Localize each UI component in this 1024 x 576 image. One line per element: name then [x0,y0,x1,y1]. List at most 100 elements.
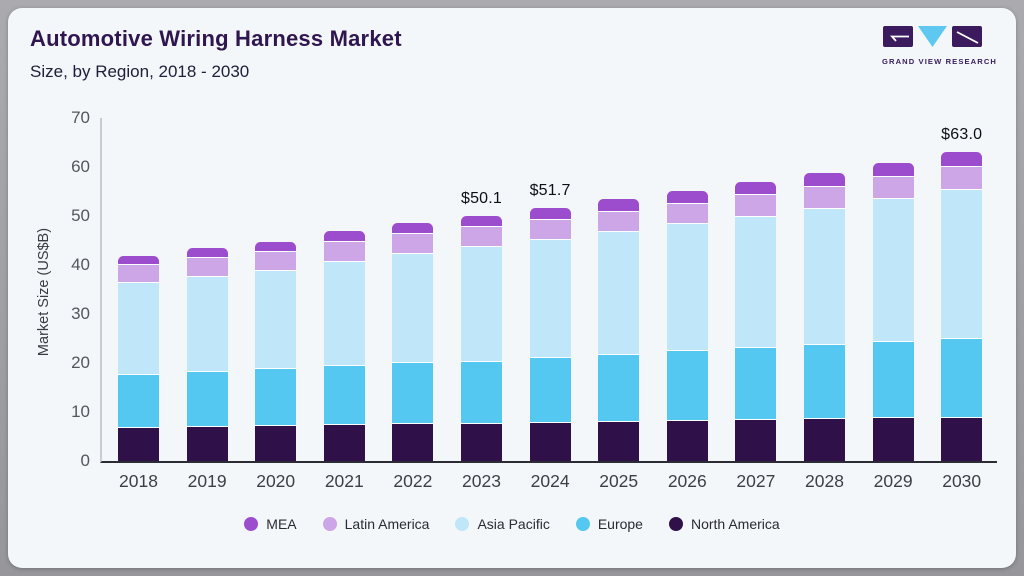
legend-label: Latin America [344,516,430,532]
bar-segment-europe [186,371,228,427]
legend-label: Asia Pacific [477,516,550,532]
bar-segment-asia-pacific [392,253,434,362]
legend-item-north-america: North America [668,516,780,532]
legend-item-mea: MEA [244,516,297,532]
value-label-2030: $63.0 [941,126,983,144]
bar-segment-europe [666,350,708,420]
y-tick-label: 10 [71,402,90,421]
bar-2025 [598,199,640,461]
bar-segment-asia-pacific [735,216,777,348]
bar-segment-latin-america [186,257,228,276]
bar-segment-north-america [666,419,708,461]
bar-segment-asia-pacific [118,281,159,374]
bar-segment-europe [118,373,159,427]
bar-segment-mea [118,255,159,265]
bar-segment-europe [941,338,983,417]
x-tick-label: 2018 [119,471,158,491]
legend-item-europe: Europe [575,516,643,532]
bar-segment-mea [323,231,365,241]
legend-item-latin-america: Latin America [322,516,430,532]
y-tick-label: 40 [71,255,90,274]
bar-segment-north-america [186,426,228,461]
y-tick-label: 30 [71,304,90,323]
bar-segment-latin-america [392,233,434,254]
bar-segment-north-america [804,417,845,461]
bar-segment-latin-america [255,251,297,271]
bar-segment-north-america [392,423,434,461]
page-title: Automotive Wiring Harness Market [30,26,402,51]
bar-segment-north-america [941,416,983,461]
x-tick-label: 2030 [942,471,982,491]
bar-segment-mea [735,182,777,195]
bar-segment-mea [666,191,708,203]
x-tick-label: 2020 [256,471,296,491]
bar-segment-europe [804,343,845,418]
y-tick-label: 70 [71,108,90,127]
legend-dot-icon [322,517,337,531]
bar-2022 [392,223,434,461]
value-label-2024: $51.7 [529,181,571,199]
bar-segment-asia-pacific [598,231,640,354]
legend-dot-icon [575,517,590,531]
legend-item-asia-pacific: Asia Pacific [455,516,550,532]
bar-2023 [461,215,502,461]
legend-label: North America [690,516,780,532]
grand-view-research-logo: GRAND VIEW RESEARCH [882,26,997,66]
bar-segment-europe [255,368,297,426]
bar-2021 [323,231,365,461]
bar-segment-europe [529,357,571,422]
bar-2019 [186,248,228,461]
bar-segment-north-america [529,421,571,461]
bar-segment-north-america [598,420,640,461]
bar-segment-europe [323,364,365,425]
bar-segment-asia-pacific [941,188,983,338]
chart-legend: MEA Latin America Asia Pacific Europe North … [8,516,1016,532]
bar-segment-europe [872,340,914,418]
legend-label: MEA [266,516,297,532]
y-tick-label: 50 [71,206,90,225]
bar-segment-europe [461,360,502,424]
bar-segment-latin-america [872,176,914,198]
bar-2020 [255,241,297,461]
y-tick-label: 20 [71,353,90,372]
bar-segment-mea [186,248,228,258]
bar-segment-north-america [118,426,159,461]
bar-segment-latin-america [598,210,640,232]
bar-segment-asia-pacific [872,197,914,341]
bar-2027 [735,182,777,461]
logo-text: GRAND VIEW RESEARCH [882,57,997,66]
plot-area: 0 10 20 30 40 50 60 70 2018 2019 2020 2021 2022 2023 $… [71,109,997,491]
gvr-logo-mark [883,26,982,47]
page-subtitle: Size, by Region, 2018 - 2030 [30,62,250,81]
bar-segment-latin-america [804,185,845,208]
bar-segment-asia-pacific [804,207,845,344]
bar-segment-asia-pacific [186,275,228,372]
bar-segment-north-america [461,423,502,461]
bar-2026 [666,191,708,461]
bar-segment-north-america [255,425,297,461]
bar-segment-asia-pacific [323,260,365,365]
x-tick-label: 2028 [805,471,844,491]
x-tick-label: 2029 [873,471,913,491]
value-label-2023: $50.1 [460,189,503,207]
chart-card: Automotive Wiring Harness Market Size, b… [8,8,1016,568]
bar-segment-mea [392,223,434,234]
bar-segment-asia-pacific [461,246,502,361]
x-tick-label: 2027 [736,471,776,491]
bar-segment-europe [735,347,777,419]
bar-segment-asia-pacific [529,238,571,358]
legend-label: Europe [597,516,643,532]
y-tick-label: 60 [71,157,90,176]
legend-dot-icon [244,517,259,531]
x-tick-label: 2025 [599,471,639,491]
x-tick-label: 2023 [462,471,501,491]
bar-2030 [941,152,983,461]
bar-segment-mea [872,162,914,177]
bar-2024 [529,207,571,461]
legend-dot-icon [455,517,470,531]
triangle-icon [918,26,947,47]
bar-segment-latin-america [735,194,777,216]
bar-segment-north-america [735,418,777,461]
bar-segment-mea [804,172,845,186]
bar-segment-north-america [872,417,914,461]
